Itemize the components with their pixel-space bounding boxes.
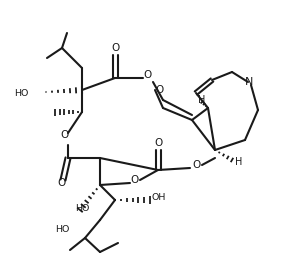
Text: O: O	[60, 130, 68, 140]
Text: O: O	[192, 160, 200, 170]
Text: HO: HO	[14, 89, 29, 98]
Text: OH: OH	[152, 193, 166, 202]
Text: HO: HO	[55, 226, 69, 235]
Text: O: O	[57, 178, 65, 188]
Text: O: O	[154, 138, 162, 148]
Text: HO: HO	[75, 204, 89, 213]
Text: O: O	[111, 43, 119, 53]
Text: O: O	[155, 85, 163, 95]
Text: N: N	[245, 77, 253, 87]
Text: H: H	[235, 157, 242, 167]
Text: O: O	[143, 70, 151, 80]
Text: H: H	[198, 95, 205, 105]
Text: O: O	[130, 175, 138, 185]
